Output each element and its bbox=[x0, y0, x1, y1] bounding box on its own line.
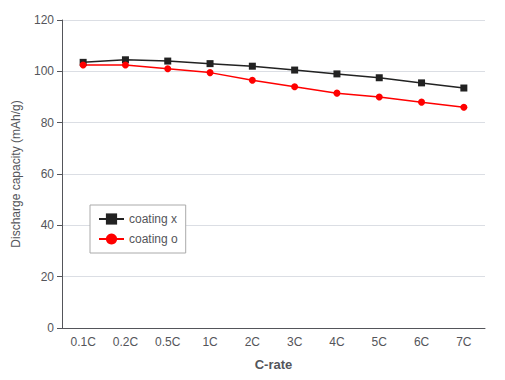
svg-text:80: 80 bbox=[41, 116, 55, 130]
svg-text:100: 100 bbox=[34, 64, 54, 78]
svg-text:C-rate: C-rate bbox=[255, 357, 293, 372]
svg-text:Discharge capacity (mAh/g): Discharge capacity (mAh/g) bbox=[9, 100, 23, 247]
svg-text:120: 120 bbox=[34, 13, 54, 27]
svg-text:coating x: coating x bbox=[129, 212, 177, 226]
svg-text:5C: 5C bbox=[372, 335, 388, 349]
svg-text:6C: 6C bbox=[414, 335, 430, 349]
svg-text:0: 0 bbox=[47, 321, 54, 335]
svg-text:coating o: coating o bbox=[129, 232, 178, 246]
svg-text:0.5C: 0.5C bbox=[155, 335, 181, 349]
svg-text:0.2C: 0.2C bbox=[113, 335, 139, 349]
svg-text:40: 40 bbox=[41, 218, 55, 232]
svg-text:3C: 3C bbox=[287, 335, 303, 349]
svg-text:2C: 2C bbox=[245, 335, 261, 349]
svg-text:7C: 7C bbox=[456, 335, 472, 349]
svg-text:4C: 4C bbox=[329, 335, 345, 349]
svg-text:1C: 1C bbox=[202, 335, 218, 349]
svg-text:60: 60 bbox=[41, 167, 55, 181]
svg-text:20: 20 bbox=[41, 270, 55, 284]
svg-text:0.1C: 0.1C bbox=[70, 335, 96, 349]
